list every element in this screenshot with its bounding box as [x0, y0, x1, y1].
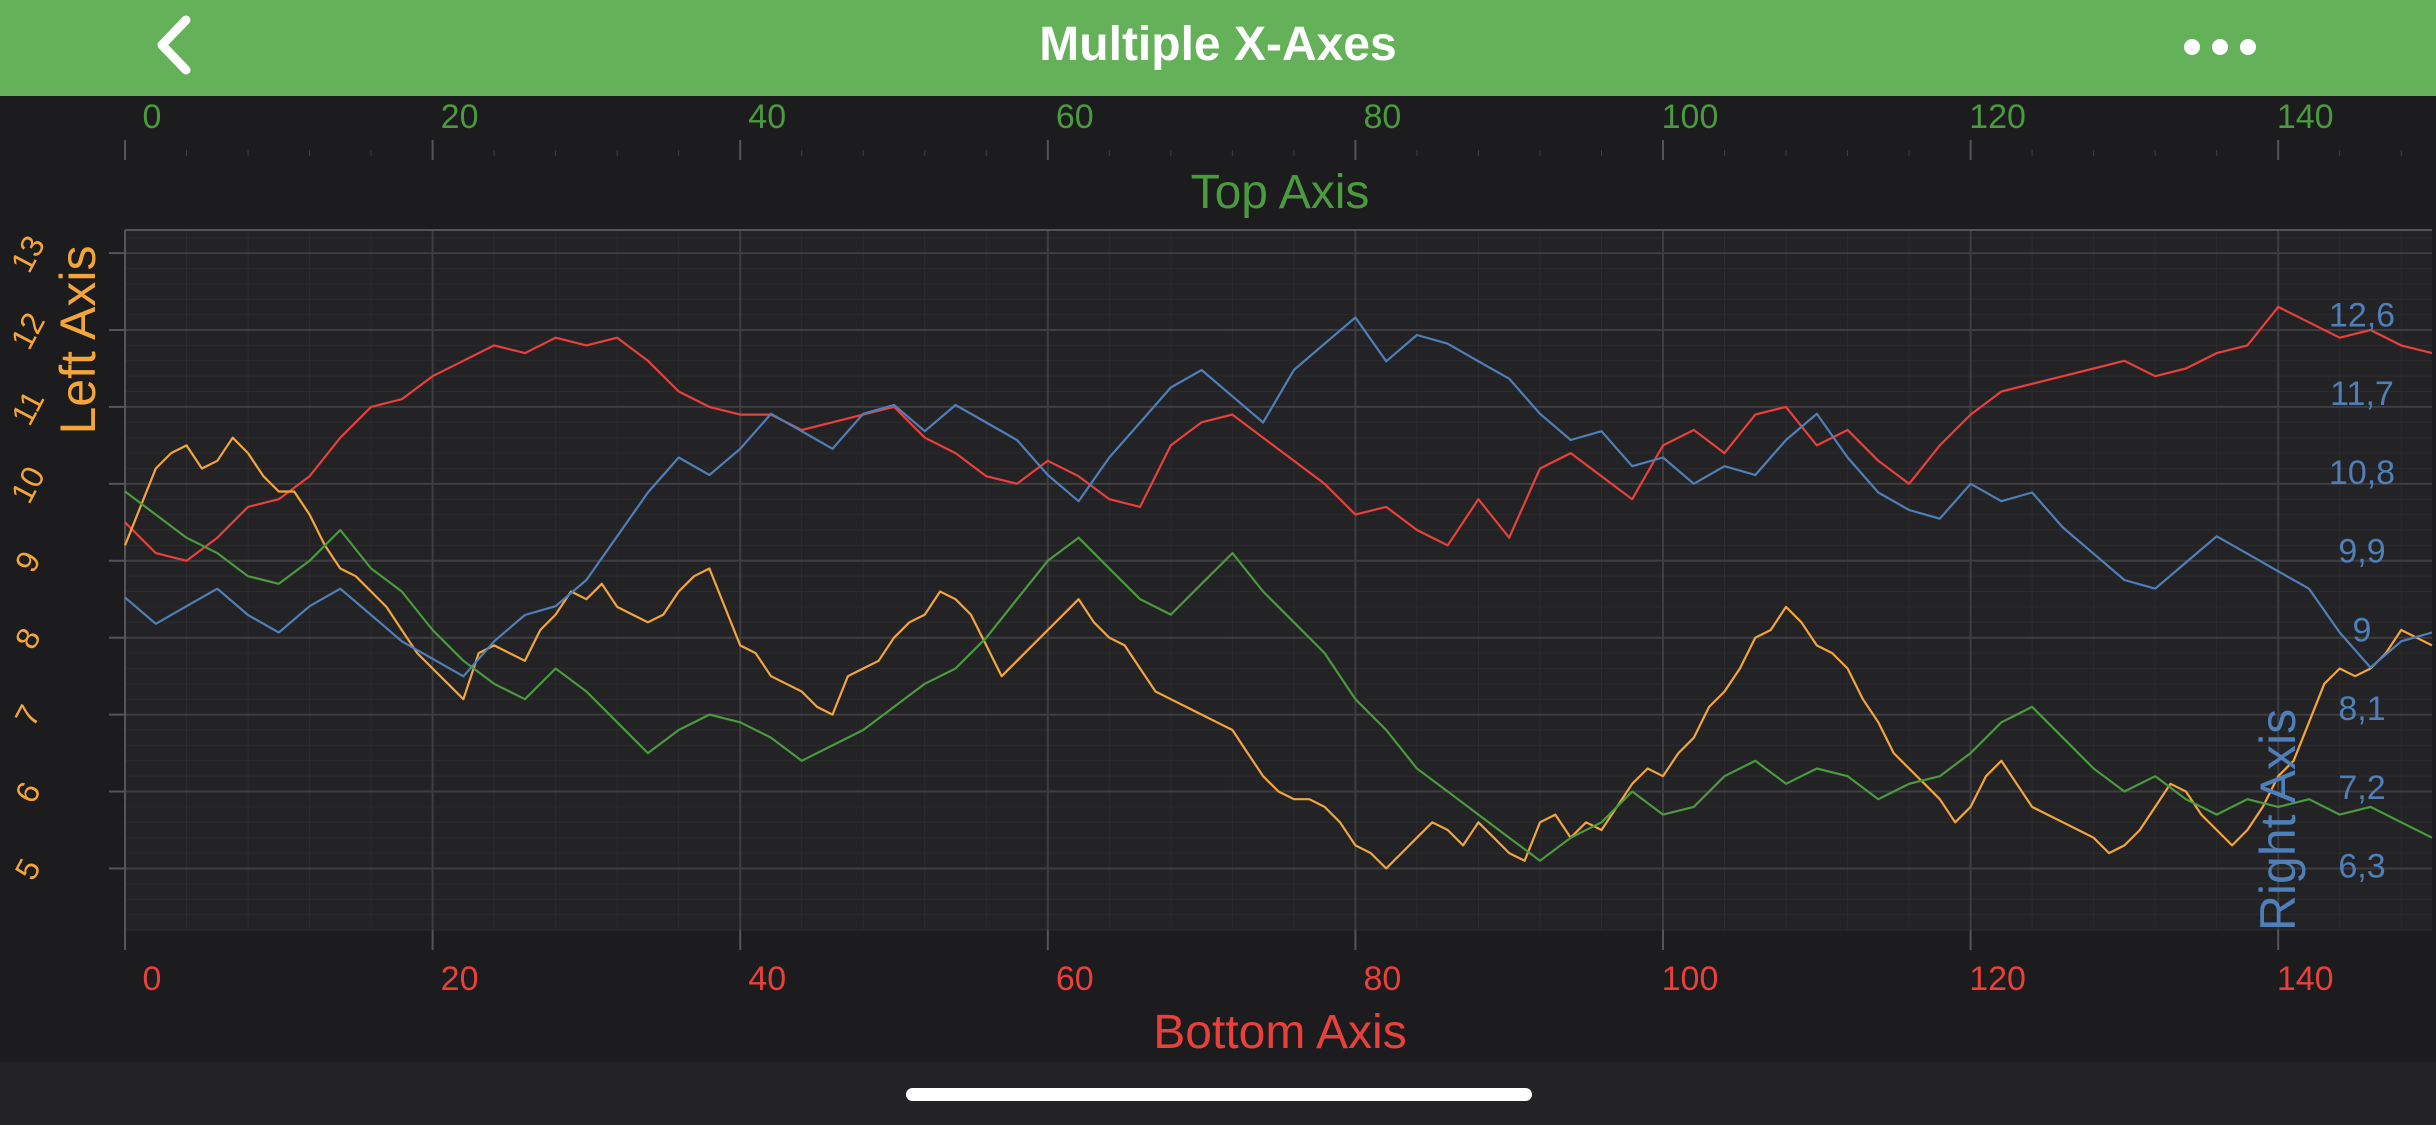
page-title: Multiple X-Axes — [1039, 18, 1397, 71]
more-dots-icon — [2184, 39, 2256, 55]
right-axis-tick-label: 8,1 — [2338, 690, 2385, 728]
series-line-0 — [124, 305, 2433, 562]
left-axis-title: Left Axis — [50, 246, 106, 435]
top-axis-title: Top Axis — [1191, 166, 1370, 219]
right-axis-title: Right Axis — [2250, 709, 2306, 931]
top-axis-tick-label: 80 — [1363, 98, 1401, 136]
right-axis-tick-label: 11,7 — [2330, 375, 2394, 413]
top-axis-tick-label: 0 — [143, 98, 162, 136]
bottom-axis-tick-label: 40 — [748, 960, 786, 998]
top-axis-tick-label: 60 — [1056, 98, 1094, 136]
right-axis-tick-label: 9 — [2353, 611, 2372, 649]
left-axis-tick-label: 6 — [8, 776, 48, 809]
bottom-axis-tick-label: 60 — [1056, 960, 1094, 998]
left-axis-tick-label: 13 — [4, 230, 52, 278]
right-axis-tick-label: 12,6 — [2329, 296, 2395, 334]
bottom-axis-tick-label: 20 — [441, 960, 479, 998]
chevron-left-icon — [157, 15, 191, 75]
left-axis-tick-label: 11 — [4, 385, 51, 431]
top-axis-tick-label: 40 — [748, 98, 786, 136]
top-axis-tick-label: 140 — [2277, 98, 2334, 136]
series-line-3 — [124, 316, 2433, 678]
left-axis-tick-label: 5 — [8, 853, 48, 886]
bottom-axis-tick-label: 120 — [1969, 960, 2026, 998]
right-axis-tick-label: 9,9 — [2338, 533, 2385, 571]
right-axis-tick-label: 10,8 — [2329, 454, 2395, 492]
right-axis-tick-label: 6,3 — [2338, 848, 2385, 886]
bottom-axis-tick-label: 100 — [1662, 960, 1719, 998]
back-button[interactable] — [140, 12, 210, 78]
bottom-axis-tick-label: 140 — [2277, 960, 2334, 998]
more-button[interactable] — [2170, 12, 2270, 78]
bottom-axis-tick-label: 0 — [143, 960, 162, 998]
navigation-bar: Multiple X-Axes — [0, 0, 2436, 96]
series-line-1 — [123, 436, 2433, 870]
top-axis-tick-label: 20 — [441, 98, 479, 136]
left-axis-tick-label: 9 — [8, 545, 48, 578]
home-indicator[interactable] — [906, 1088, 1532, 1101]
series-line-2 — [124, 490, 2433, 862]
bottom-axis-title: Bottom Axis — [1153, 1006, 1406, 1059]
plot-area — [125, 230, 2432, 930]
bottom-axis-tick-label: 80 — [1363, 960, 1401, 998]
home-bar — [0, 1062, 2436, 1125]
right-axis-tick-label: 7,2 — [2338, 769, 2385, 807]
chart-surface[interactable]: 0 20 40 60 80 100 120 140 Top Axis 0 20 40 60 80 100 12… — [0, 96, 2436, 1062]
top-axis-tick-label: 120 — [1969, 98, 2026, 136]
left-axis-tick-label: 12 — [4, 307, 52, 355]
left-axis-tick-label: 10 — [4, 460, 52, 508]
left-axis-tick-label: 8 — [8, 622, 48, 655]
top-axis-tick-label: 100 — [1662, 98, 1719, 136]
left-axis-tick-label: 7 — [8, 699, 48, 732]
